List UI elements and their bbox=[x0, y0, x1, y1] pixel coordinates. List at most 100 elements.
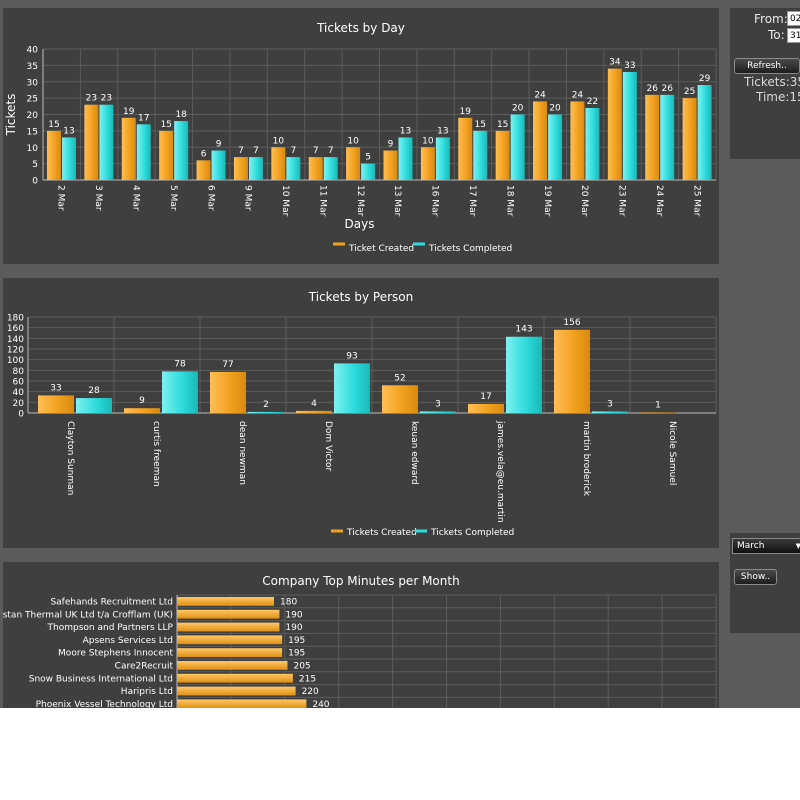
bar-tickets-completed bbox=[62, 137, 76, 180]
bar-tickets-completed bbox=[697, 85, 712, 180]
bar-ticket-created bbox=[308, 157, 323, 180]
data-label-completed: 143 bbox=[515, 325, 532, 335]
bar-ticket-created bbox=[47, 130, 61, 180]
show-button[interactable]: Show.. bbox=[734, 569, 777, 585]
x-tick-label: 3 Mar bbox=[93, 185, 103, 211]
y-tick-label: Apsens Services Ltd bbox=[83, 636, 173, 646]
data-label-created: 26 bbox=[646, 84, 658, 94]
bar-ticket-created bbox=[607, 68, 622, 180]
y-tick-label: 60 bbox=[13, 378, 25, 388]
data-label-created: 15 bbox=[48, 120, 59, 130]
bar-tickets-completed bbox=[398, 137, 413, 180]
data-label-minutes: 205 bbox=[293, 662, 310, 672]
bar-tickets-completed bbox=[435, 137, 450, 180]
bar-tickets-completed bbox=[286, 157, 301, 180]
legend-label-completed: Tickets Completed bbox=[428, 244, 512, 254]
bar-tickets-completed bbox=[548, 114, 563, 180]
y-tick-label: 5 bbox=[32, 160, 38, 170]
bar-tickets-completed bbox=[136, 124, 151, 180]
x-tick-label: 16 Mar bbox=[430, 185, 440, 217]
data-label-completed: 23 bbox=[101, 94, 112, 104]
data-label-completed: 20 bbox=[512, 104, 524, 114]
x-tick-label: 5 Mar bbox=[168, 185, 178, 211]
tickets-by-day-title: Tickets by Day bbox=[317, 21, 405, 35]
data-label-completed: 15 bbox=[475, 120, 486, 130]
y-tick-label: 20 bbox=[27, 111, 39, 121]
data-label-minutes: 190 bbox=[285, 623, 302, 633]
tickets-by-person-panel: Tickets by Person 0 20 40 60 80 100 120 140 160 1… bbox=[3, 278, 719, 548]
x-tick-label: 11 Mar bbox=[317, 185, 327, 217]
legend-label-created: Ticket Created bbox=[348, 244, 414, 254]
data-label-minutes: 215 bbox=[299, 674, 316, 684]
to-date-input[interactable]: 31/03/2015 bbox=[787, 28, 800, 43]
from-date-input[interactable]: 02/03/2015 bbox=[787, 11, 800, 26]
bar-tickets-completed bbox=[334, 363, 370, 413]
data-label-created: 25 bbox=[684, 87, 695, 97]
data-label-completed: 9 bbox=[216, 140, 222, 150]
data-label-completed: 13 bbox=[437, 126, 448, 136]
x-tick-label: 13 Mar bbox=[392, 185, 402, 217]
bar-tickets-created bbox=[382, 385, 418, 413]
bar-tickets-completed bbox=[510, 114, 525, 180]
data-label-completed: 2 bbox=[263, 400, 269, 410]
bar-ticket-created bbox=[645, 94, 660, 180]
data-label-minutes: 195 bbox=[288, 649, 305, 659]
y-tick-label: 160 bbox=[7, 324, 24, 334]
bar-tickets-created bbox=[296, 410, 332, 413]
data-label-completed: 22 bbox=[587, 97, 598, 107]
data-label-created: 33 bbox=[50, 383, 61, 393]
y-tick-label: 0 bbox=[32, 177, 38, 187]
x-tick-label: 12 Mar bbox=[355, 185, 365, 217]
time-label: Time: bbox=[756, 90, 790, 104]
bar-ticket-created bbox=[271, 147, 286, 180]
y-tick-label: Care2Recruit bbox=[115, 662, 174, 672]
tickets-label: Tickets: bbox=[744, 75, 790, 89]
data-label-completed: 5 bbox=[365, 153, 371, 163]
bar-tickets-created bbox=[554, 329, 590, 413]
data-label-created: 10 bbox=[422, 136, 434, 146]
company-minutes-title: Company Top Minutes per Month bbox=[262, 574, 460, 588]
x-tick-label: 20 Mar bbox=[579, 185, 589, 217]
bar-ticket-created bbox=[420, 147, 435, 180]
data-label-created: 156 bbox=[563, 318, 580, 328]
y-tick-label: 140 bbox=[7, 335, 24, 345]
tickets-by-person-title: Tickets by Person bbox=[308, 290, 414, 304]
x-tick-label: james.vela@eu.martin bbox=[495, 420, 505, 523]
bar-ticket-created bbox=[121, 117, 136, 180]
x-tick-label: 19 Mar bbox=[542, 185, 552, 217]
bar-tickets-created bbox=[468, 403, 504, 413]
bar-company-minutes bbox=[177, 635, 283, 645]
x-tick-label: 17 Mar bbox=[467, 185, 477, 217]
refresh-button[interactable]: Refresh.. bbox=[734, 58, 800, 74]
data-label-completed: 17 bbox=[138, 113, 149, 123]
time-stat: Time:15 bbox=[756, 90, 800, 104]
y-tick-label: Thompson and Partners LLP bbox=[47, 623, 174, 633]
bar-ticket-created bbox=[383, 150, 398, 180]
x-tick-label: 25 Mar bbox=[691, 185, 701, 217]
data-label-completed: 33 bbox=[624, 61, 635, 71]
x-tick-label: 10 Mar bbox=[280, 185, 290, 217]
y-tick-label: 20 bbox=[13, 399, 25, 409]
bar-ticket-created bbox=[495, 130, 510, 180]
y-tick-label: Haripris Ltd bbox=[121, 687, 173, 697]
bar-company-minutes bbox=[177, 673, 293, 683]
bar-company-minutes bbox=[177, 609, 280, 619]
bar-company-minutes bbox=[177, 661, 288, 670]
data-label-completed: 3 bbox=[607, 399, 613, 409]
y-tick-label: Phoenix Vessel Technology Ltd bbox=[36, 700, 173, 708]
data-label-completed: 13 bbox=[400, 126, 411, 136]
data-label-minutes: 195 bbox=[288, 636, 305, 646]
y-tick-label: 80 bbox=[13, 367, 25, 377]
data-label-created: 52 bbox=[394, 373, 405, 383]
tickets-by-day-panel: Tickets by Day 0 5 10 15 20 25 30 35 40 15 13 2 Mar… bbox=[3, 8, 719, 264]
y-tick-label: 35 bbox=[27, 62, 38, 72]
data-label-created: 15 bbox=[497, 120, 508, 130]
y-tick-label: Aristan Thermal UK Ltd t/a Crofflam (UK) bbox=[3, 610, 173, 620]
month-select[interactable]: March ▼ bbox=[732, 538, 800, 554]
company-minutes-chart: 180 Safehands Recruitment Ltd 190 Aristan T… bbox=[3, 594, 717, 708]
bar-ticket-created bbox=[458, 117, 473, 180]
bar-company-minutes bbox=[177, 686, 296, 696]
bar-ticket-created bbox=[682, 98, 697, 180]
data-label-created: 15 bbox=[160, 120, 171, 130]
